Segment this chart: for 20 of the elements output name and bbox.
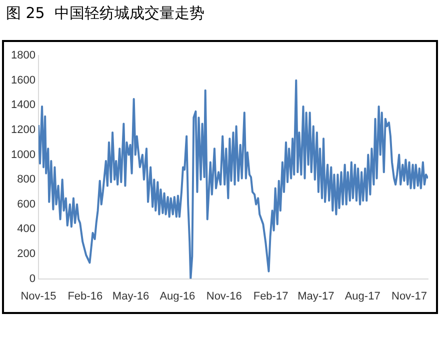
chart-title: 图 25 中国轻纺城成交量走势 bbox=[6, 4, 204, 23]
y-tick-label: 1800 bbox=[10, 50, 36, 62]
x-tick-label: Aug-16 bbox=[160, 290, 196, 302]
x-tick-label: Aug-17 bbox=[344, 290, 380, 302]
x-tick-label: Nov-15 bbox=[20, 290, 56, 302]
y-tick-label: 200 bbox=[17, 248, 36, 260]
y-tick-label: 0 bbox=[29, 272, 36, 285]
y-tick-label: 1600 bbox=[10, 74, 36, 86]
x-tick-label: Nov-17 bbox=[392, 290, 427, 302]
x-tick-label: Feb-16 bbox=[68, 290, 103, 302]
x-tick-label: May-17 bbox=[298, 290, 334, 302]
x-tick-label: Nov-16 bbox=[206, 290, 242, 302]
y-tick-label: 800 bbox=[17, 174, 36, 186]
y-tick-label: 1200 bbox=[10, 124, 36, 136]
y-tick-label: 600 bbox=[17, 198, 36, 210]
y-tick-label: 1000 bbox=[10, 148, 36, 161]
x-tick-label: May-16 bbox=[112, 290, 150, 302]
x-tick-label: Feb-17 bbox=[253, 290, 288, 302]
y-tick-label: 1400 bbox=[10, 99, 36, 112]
y-tick-label: 400 bbox=[17, 223, 36, 236]
